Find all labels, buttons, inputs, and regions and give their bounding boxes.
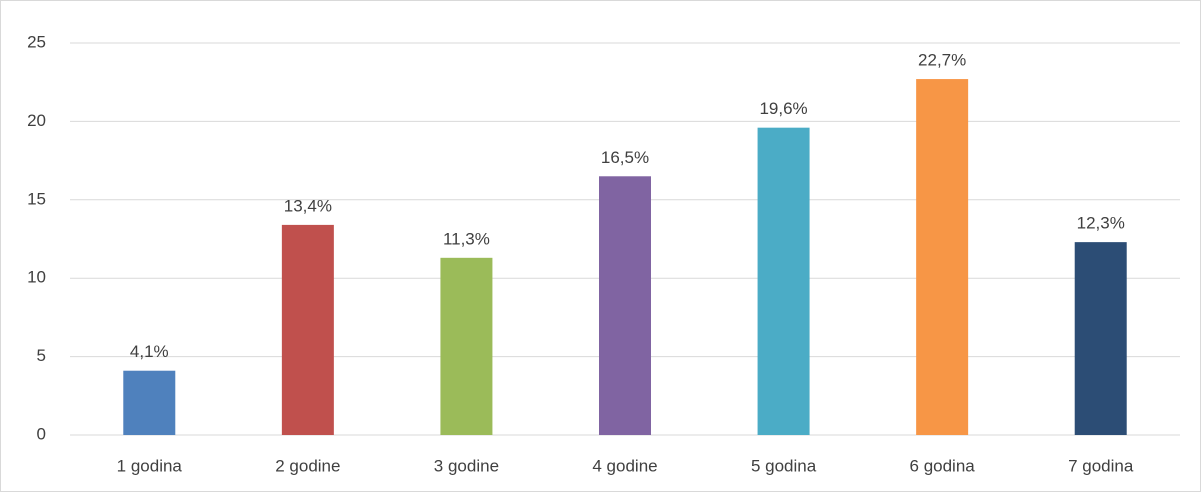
x-tick-label: 5 godina — [751, 456, 817, 475]
x-tick-label: 2 godine — [275, 456, 340, 475]
x-tick-label: 6 godina — [910, 456, 976, 475]
data-label: 12,3% — [1077, 214, 1125, 233]
y-tick-label: 10 — [27, 268, 46, 287]
data-label: 13,4% — [284, 196, 332, 215]
bar — [916, 79, 969, 436]
bar — [757, 127, 810, 435]
data-label: 16,5% — [601, 148, 649, 167]
y-tick-label: 25 — [27, 32, 46, 51]
y-tick-label: 15 — [27, 189, 46, 208]
y-tick-label: 20 — [27, 111, 46, 130]
data-label: 4,1% — [130, 342, 169, 361]
data-label: 22,7% — [918, 51, 966, 70]
x-tick-label: 3 godine — [434, 456, 499, 475]
x-tick-label: 4 godine — [592, 456, 657, 475]
y-tick-label: 5 — [37, 346, 46, 365]
x-tick-label: 1 godina — [117, 456, 183, 475]
data-label: 11,3% — [443, 229, 490, 248]
bar — [281, 224, 334, 435]
x-tick-label: 7 godina — [1068, 456, 1134, 475]
bar — [1074, 242, 1127, 435]
y-tick-label: 0 — [37, 424, 46, 443]
bar — [440, 257, 493, 435]
data-label: 19,6% — [759, 99, 807, 118]
bar — [599, 176, 651, 435]
bar — [123, 370, 176, 435]
